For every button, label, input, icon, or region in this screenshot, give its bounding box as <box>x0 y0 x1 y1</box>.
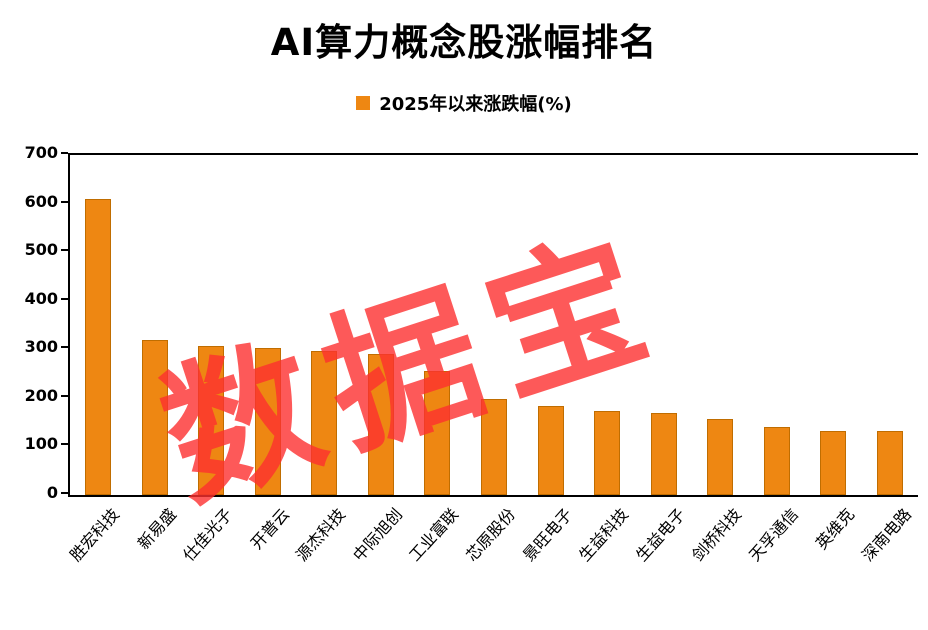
chart-legend: 2025年以来涨跌幅(%) <box>0 90 928 116</box>
y-axis-tick-mark <box>61 249 68 252</box>
bar <box>537 405 564 495</box>
y-axis-tick-label: 200 <box>24 385 58 405</box>
y-axis-tick-mark <box>61 443 68 446</box>
y-axis-tick-label: 700 <box>24 143 58 162</box>
bar <box>820 431 847 495</box>
bar <box>254 347 281 495</box>
x-axis-category-label: 生益电子 <box>631 504 689 565</box>
bar <box>650 413 677 495</box>
bar <box>311 350 338 495</box>
x-axis-category-label: 剑桥科技 <box>688 504 746 565</box>
x-axis-category-label: 芯原股份 <box>462 504 520 565</box>
x-axis-category-label: 工业富联 <box>405 504 463 565</box>
x-axis-category-label: 中际旭创 <box>349 504 407 565</box>
y-axis-tick-mark <box>61 297 68 300</box>
x-axis-category-label: 深南电路 <box>857 504 915 565</box>
y-axis-tick-label: 0 <box>46 483 58 502</box>
bar <box>424 371 451 495</box>
y-axis-tick-label: 500 <box>24 240 58 260</box>
y-axis-tick-label: 300 <box>24 337 58 357</box>
bar <box>367 353 394 495</box>
plot-area <box>68 153 918 497</box>
x-axis-category-label: 天孚通信 <box>744 504 802 565</box>
x-axis-category-label: 生益科技 <box>575 504 633 565</box>
x-axis-category-label: 仕佳光子 <box>179 504 237 565</box>
legend-swatch-icon <box>356 96 371 110</box>
bar <box>763 427 790 495</box>
bar <box>481 398 507 495</box>
chart-title: AI算力概念股涨幅排名 <box>270 21 658 64</box>
y-axis-tick-mark <box>61 200 68 203</box>
x-axis-category-label: 英维克 <box>812 504 859 554</box>
x-axis-category-label: 新易盛 <box>133 504 180 554</box>
legend-label: 2025年以来涨跌幅(%) <box>379 94 572 115</box>
y-axis-tick-mark <box>61 492 68 494</box>
bar <box>876 431 903 495</box>
y-axis-tick-mark <box>61 346 68 349</box>
x-axis-category-label: 开普云 <box>246 504 293 554</box>
y-axis-tick-label: 600 <box>24 191 58 211</box>
y-axis-tick-label: 400 <box>24 288 58 308</box>
y-axis-tick-label: 100 <box>24 434 58 454</box>
bar <box>707 419 734 495</box>
x-axis-category-label: 景旺电子 <box>518 504 576 565</box>
x-axis-category-label: 源杰科技 <box>292 504 350 565</box>
bar <box>594 411 621 495</box>
bar <box>198 345 225 495</box>
bar <box>141 339 168 495</box>
bar <box>85 198 112 495</box>
y-axis-tick-mark <box>61 394 68 397</box>
y-axis-tick-mark <box>61 152 68 154</box>
x-axis-category-label: 胜宏科技 <box>66 504 124 565</box>
